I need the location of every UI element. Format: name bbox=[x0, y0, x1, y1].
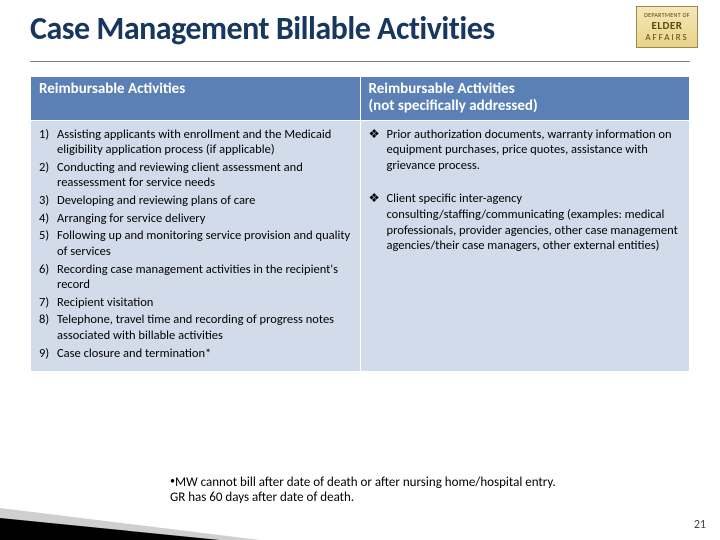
activities-table: Reimbursable Activities Reimbursable Act… bbox=[30, 76, 690, 372]
list-item: 3)Developing and reviewing plans of care bbox=[39, 193, 352, 209]
list-item-text: Prior authorization documents, warranty … bbox=[387, 127, 682, 174]
list-item-text: Recipient visitation bbox=[57, 295, 352, 311]
table-body-row: 1)Assisting applicants with enrollment a… bbox=[31, 120, 690, 372]
list-item-text: Recording case management activities in … bbox=[57, 262, 352, 293]
cell-left: 1)Assisting applicants with enrollment a… bbox=[31, 120, 361, 372]
list-item-text: Developing and reviewing plans of care bbox=[57, 193, 352, 209]
list-item: 1)Assisting applicants with enrollment a… bbox=[39, 127, 352, 158]
page-number: 21 bbox=[694, 518, 706, 532]
list-item: 9)Case closure and termination* bbox=[39, 346, 352, 362]
title-bar: Case Management Billable Activities DEPA… bbox=[30, 0, 690, 62]
logo-line-1: DEPARTMENT OF bbox=[644, 11, 690, 19]
list-item: ❖Prior authorization documents, warranty… bbox=[369, 127, 682, 174]
list-item: ❖Client specific inter-agency consulting… bbox=[369, 191, 682, 254]
list-item-text: Following up and monitoring service prov… bbox=[57, 228, 352, 259]
list-item: 4)Arranging for service delivery bbox=[39, 211, 352, 227]
bullet-list: ❖Prior authorization documents, warranty… bbox=[369, 127, 682, 254]
elder-affairs-logo: DEPARTMENT OF ELDER AFFAIRS bbox=[636, 6, 698, 48]
list-item-text: Conducting and reviewing client assessme… bbox=[57, 160, 352, 191]
list-item-text: Arranging for service delivery bbox=[57, 211, 352, 227]
list-item-text: Client specific inter-agency consulting/… bbox=[387, 191, 682, 254]
header-col-1: Reimbursable Activities bbox=[31, 77, 361, 121]
list-item-text: Assisting applicants with enrollment and… bbox=[57, 127, 352, 158]
slide: Case Management Billable Activities DEPA… bbox=[0, 0, 720, 540]
list-item: 5)Following up and monitoring service pr… bbox=[39, 228, 352, 259]
table-header-row: Reimbursable Activities Reimbursable Act… bbox=[31, 77, 690, 121]
header-col-2-line-1: Reimbursable Activities bbox=[369, 81, 682, 98]
list-item-text: Case closure and termination* bbox=[57, 346, 352, 362]
numbered-list: 1)Assisting applicants with enrollment a… bbox=[39, 127, 352, 362]
list-item: 8)Telephone, travel time and recording o… bbox=[39, 312, 352, 343]
logo-line-3: AFFAIRS bbox=[645, 32, 688, 43]
list-item-text: Telephone, travel time and recording of … bbox=[57, 312, 352, 343]
header-col-2-line-2: (not specifically addressed) bbox=[369, 98, 682, 115]
decorative-wedge bbox=[0, 500, 300, 540]
cell-right: ❖Prior authorization documents, warranty… bbox=[360, 120, 690, 372]
list-item: 6)Recording case management activities i… bbox=[39, 262, 352, 293]
header-col-2: Reimbursable Activities (not specificall… bbox=[360, 77, 690, 121]
list-item: 7)Recipient visitation bbox=[39, 295, 352, 311]
list-item: 2)Conducting and reviewing client assess… bbox=[39, 160, 352, 191]
slide-title: Case Management Billable Activities bbox=[30, 0, 690, 58]
logo-line-2: ELDER bbox=[651, 19, 682, 32]
